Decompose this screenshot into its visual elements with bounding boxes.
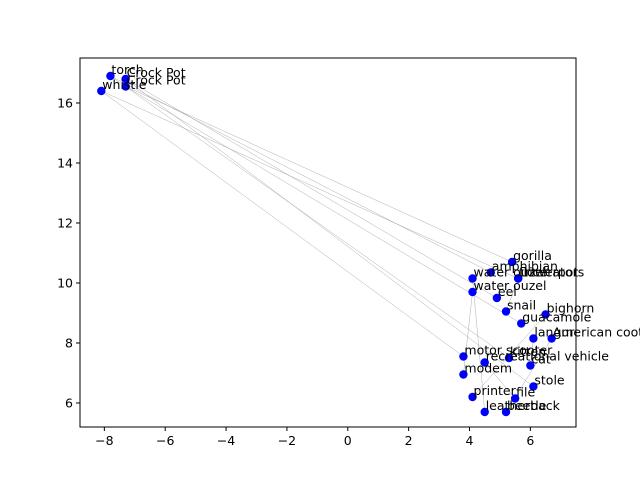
point-label-17: recreational vehicle <box>486 349 610 364</box>
data-point-1 <box>121 74 130 84</box>
data-point-16 <box>459 352 468 361</box>
point-label-0: torch <box>111 62 143 77</box>
edge-line-1 <box>110 75 491 273</box>
data-point-25 <box>501 407 511 417</box>
y-tick-label-4: 14 <box>57 156 73 171</box>
point-label-11: snail <box>507 298 536 313</box>
plot-frame <box>79 57 577 428</box>
point-label-8: tricerators <box>519 265 584 280</box>
data-point-11 <box>501 307 511 316</box>
data-point-9 <box>468 287 477 297</box>
edge-line-8 <box>505 278 519 312</box>
x-tick-label-0: −8 <box>95 433 113 448</box>
point-label-21: stole <box>534 373 565 388</box>
y-axis: 6 8 10 12 14 16 <box>57 96 80 411</box>
data-point-17 <box>480 358 489 367</box>
edge-line-3 <box>125 78 534 387</box>
edge-line-7 <box>101 90 519 279</box>
x-tick-label-1: −6 <box>156 433 174 448</box>
edge-line-2 <box>125 78 498 299</box>
edge-line-5 <box>125 86 522 324</box>
y-tick-label-1: 8 <box>65 336 73 351</box>
point-label-19: cat <box>531 352 551 367</box>
x-axis: −8 −6 −4 −2 0 2 4 6 <box>95 427 534 448</box>
data-point-23 <box>510 394 520 403</box>
edge-line-6 <box>101 90 464 357</box>
data-point-18 <box>504 353 514 363</box>
y-tick-label-2: 10 <box>57 276 73 291</box>
y-tick-label-5: 16 <box>57 96 73 111</box>
x-tick-label-6: 4 <box>466 433 474 448</box>
y-tick-label-0: 6 <box>65 396 73 411</box>
point-label-13: guacamole <box>522 310 591 325</box>
data-point-14 <box>529 334 538 343</box>
point-label-24: leatherback <box>486 398 561 413</box>
point-label-4: gorilla <box>513 248 552 263</box>
data-point-2 <box>121 82 130 91</box>
data-point-22 <box>468 392 477 402</box>
x-tick-label-2: −4 <box>217 433 235 448</box>
point-label-25: beetle <box>507 398 547 413</box>
x-tick-label-3: −2 <box>278 433 296 448</box>
point-label-14: langur <box>534 325 575 340</box>
data-point-8 <box>513 274 523 283</box>
point-label-1: Crock Pot <box>127 65 186 80</box>
edge-line-10 <box>530 338 534 366</box>
data-point-13 <box>517 319 526 328</box>
y-tick-label-3: 12 <box>57 216 73 231</box>
data-point-3 <box>97 86 106 96</box>
edges-layer <box>101 75 552 413</box>
edge-line-4 <box>125 86 513 263</box>
x-tick-label-4: 0 <box>344 433 352 448</box>
data-point-15 <box>547 334 556 343</box>
point-label-15: American coot <box>553 325 640 340</box>
point-label-23: file <box>516 385 535 400</box>
data-point-19 <box>526 361 535 370</box>
point-label-6: water ouzel <box>474 265 547 280</box>
x-tick-label-7: 6 <box>526 433 534 448</box>
data-point-20 <box>459 370 468 379</box>
edge-line-9 <box>463 291 473 375</box>
point-label-2: Crock Pot <box>127 73 186 88</box>
point-label-3: whistle <box>102 77 147 92</box>
data-point-12 <box>541 310 550 319</box>
point-label-16: motor scooter <box>464 343 553 358</box>
point-label-7: flowerpot <box>519 265 578 280</box>
points-layer <box>97 71 556 417</box>
x-tick-label-5: 2 <box>405 433 413 448</box>
point-label-18: kitten <box>510 344 546 359</box>
data-point-21 <box>529 382 538 391</box>
point-label-12: bighorn <box>547 301 595 316</box>
edge-line-12 <box>484 362 516 399</box>
data-point-5 <box>486 268 495 277</box>
data-point-6 <box>468 274 477 283</box>
point-label-22: printer <box>474 383 517 398</box>
point-label-20: modem <box>464 361 512 376</box>
data-point-0 <box>106 71 115 81</box>
point-label-5: amphibian <box>492 259 558 274</box>
point-label-9: water ouzel <box>474 278 547 293</box>
data-point-4 <box>507 257 517 267</box>
edge-line-0 <box>110 75 510 359</box>
point-label-10: eel <box>498 284 517 299</box>
data-point-24 <box>480 407 489 417</box>
edge-line-13 <box>472 278 485 413</box>
data-point-10 <box>492 293 502 303</box>
